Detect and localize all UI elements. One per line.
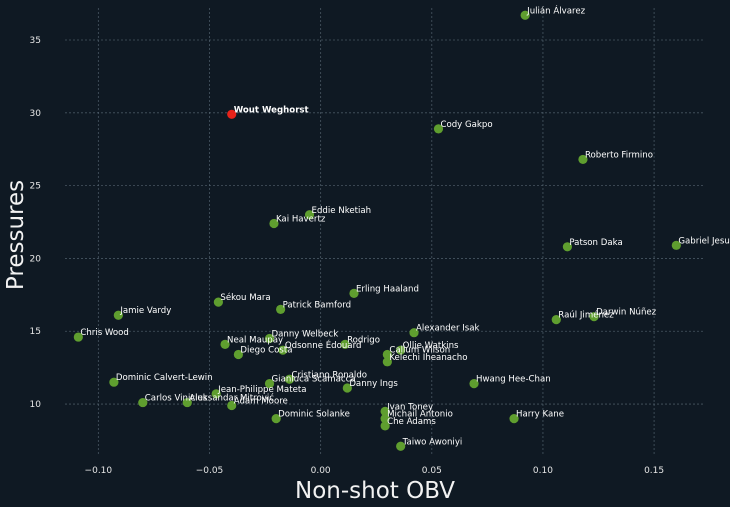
player-label: Erling Haaland xyxy=(356,284,419,294)
player-point xyxy=(349,288,359,298)
y-tick-label: 10 xyxy=(30,400,42,410)
player-point xyxy=(380,413,390,424)
y-tick-label: 15 xyxy=(30,327,41,337)
player-label: Neal Maupay xyxy=(227,335,283,345)
player-point xyxy=(211,389,221,399)
player-label: Roberto Firmino xyxy=(585,150,653,160)
player-label: Julián Álvarez xyxy=(526,4,585,16)
player-label: Sékou Mara xyxy=(220,292,270,303)
player-point xyxy=(264,379,275,389)
player-point xyxy=(433,124,444,134)
player-label: Dominic Solanke xyxy=(278,410,350,420)
player-label: Jean-Philippe Mateta xyxy=(217,385,306,395)
player-label: Kai Havertz xyxy=(276,214,326,224)
player-label: Ollie Watkins xyxy=(403,341,459,351)
player-point xyxy=(396,441,406,451)
player-label: Taiwo Awoniyi xyxy=(402,437,463,447)
player-point xyxy=(509,413,519,424)
x-tick-label: 0.05 xyxy=(422,466,442,476)
player-label: Hwang Hee-Chan xyxy=(476,375,551,385)
player-point xyxy=(382,349,392,360)
tick-layer: −0.10 −0.05 0.00 0.05 0.10 0.15 10 15 20 25 30 35 xyxy=(30,36,665,476)
x-tick-label: −0.10 xyxy=(85,466,113,476)
y-tick-label: 25 xyxy=(30,182,41,192)
highlighted-player-point xyxy=(227,109,237,119)
player-point xyxy=(233,349,243,360)
player-label: Callum Wilson xyxy=(389,346,450,356)
point-layer xyxy=(73,10,681,451)
player-point xyxy=(380,421,390,431)
player-point xyxy=(73,332,83,342)
player-label: Patrick Bamford xyxy=(283,300,351,310)
player-label: Cody Gakpo xyxy=(440,120,492,130)
player-point xyxy=(551,314,561,325)
player-label: Cristiano Ronaldo xyxy=(292,370,368,380)
player-label: Eddie Nketiah xyxy=(312,206,372,216)
player-label: Patson Daka xyxy=(569,238,622,248)
player-point xyxy=(271,413,281,424)
player-label: Danny Ings xyxy=(349,379,398,389)
y-tick-label: 30 xyxy=(30,109,42,119)
player-point xyxy=(340,339,350,349)
player-label: Kelechi Iheanacho xyxy=(389,353,467,363)
player-point xyxy=(269,218,279,229)
y-tick-label: 35 xyxy=(30,36,41,46)
player-point xyxy=(342,383,352,393)
player-point xyxy=(276,304,286,314)
player-label: Rodrigo xyxy=(347,335,380,345)
player-label: Danny Welbeck xyxy=(272,330,339,340)
player-point xyxy=(589,312,599,322)
player-point xyxy=(671,240,681,250)
player-label: Darwin Núñez xyxy=(596,308,657,318)
player-label: Chris Wood xyxy=(80,328,129,338)
player-point xyxy=(138,397,148,408)
player-label: Dominic Calvert-Lewin xyxy=(116,373,213,383)
player-label: Aleksandar Mitrović xyxy=(189,393,274,404)
player-label: Michail Antonio xyxy=(387,410,453,420)
player-point xyxy=(562,242,572,252)
player-point xyxy=(520,10,530,20)
player-label: Gabriel Jesus xyxy=(678,236,730,246)
player-point xyxy=(109,377,119,387)
player-point xyxy=(264,333,275,344)
player-point xyxy=(304,210,315,220)
player-point xyxy=(382,357,392,367)
player-label: Harry Kane xyxy=(516,410,564,420)
y-tick-label: 20 xyxy=(30,254,42,264)
player-point xyxy=(380,406,390,416)
x-tick-label: 0.15 xyxy=(644,466,664,476)
player-point xyxy=(213,297,223,307)
player-point xyxy=(396,345,406,355)
x-tick-label: 0.00 xyxy=(311,466,331,476)
player-label: Raúl Jiménez xyxy=(558,310,614,321)
player-label: Diego Costa xyxy=(240,346,292,356)
x-tick-label: 0.10 xyxy=(533,466,553,476)
player-point xyxy=(409,328,419,338)
player-point xyxy=(278,345,288,355)
player-point xyxy=(182,397,192,408)
player-label: Ivan Toney xyxy=(387,402,433,412)
player-point xyxy=(284,374,295,384)
player-label: Odsonne Édouard xyxy=(285,339,362,351)
player-label: Adam Moore xyxy=(234,396,288,406)
grid-layer xyxy=(65,8,703,455)
x-tick-label: −0.05 xyxy=(196,466,224,476)
player-point xyxy=(578,154,588,165)
player-label: Alexander Isak xyxy=(416,324,479,334)
player-label: Carlos Vinicius xyxy=(145,394,208,404)
player-label: Che Adams xyxy=(387,417,436,427)
label-layer: Julián Álvarez Wout Weghorst Cody Gakpo Rob… xyxy=(80,4,730,447)
player-point xyxy=(220,339,230,349)
y-axis-title: Pressures xyxy=(3,180,29,290)
x-axis-title: Non-shot OBV xyxy=(295,478,455,504)
player-point xyxy=(113,310,123,320)
player-label: Gianluca Scamacca xyxy=(272,375,356,385)
player-label: Jamie Vardy xyxy=(119,306,171,316)
highlighted-player-label: Wout Weghorst xyxy=(234,105,309,115)
player-point xyxy=(469,379,479,389)
player-point xyxy=(227,400,237,411)
